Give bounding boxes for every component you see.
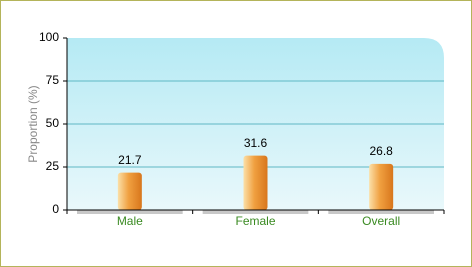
y-tick-label: 25 [46, 159, 60, 173]
value-label: 26.8 [369, 144, 393, 158]
value-label: 21.7 [118, 153, 142, 167]
bar [117, 172, 142, 210]
y-tick-label: 100 [39, 30, 59, 44]
category-base [328, 210, 434, 214]
y-tick-label: 0 [52, 202, 59, 216]
y-axis-label: Proportion (%) [26, 85, 40, 162]
y-tick-label: 50 [46, 116, 60, 130]
value-label: 31.6 [244, 136, 268, 150]
category-base [202, 210, 309, 214]
y-tick-label: 75 [46, 73, 60, 87]
x-tick-label: Overall [362, 214, 400, 228]
bar [369, 163, 394, 210]
x-tick-label: Female [235, 214, 275, 228]
bar [243, 155, 268, 210]
category-base [77, 210, 183, 214]
x-tick-label: Male [117, 214, 143, 228]
